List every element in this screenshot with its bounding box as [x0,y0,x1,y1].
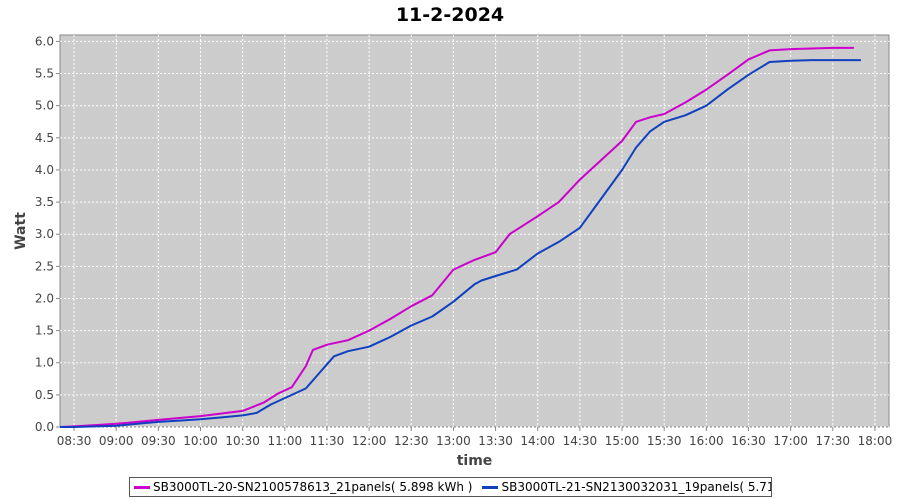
x-tick-label: 11:00 [268,434,303,448]
legend-label-series-2: SB3000TL-21-SN2130032031_19panels( 5.710… [501,480,771,494]
x-tick-label: 17:00 [773,434,808,448]
y-tick-label: 6.0 [35,34,54,48]
y-tick-label: 1.0 [35,356,54,370]
legend-swatch-series-1 [134,485,150,489]
legend-swatch-series-2 [482,485,499,489]
x-tick-label: 17:30 [815,434,850,448]
series-line-2 [60,59,861,428]
x-axis-label: time [457,453,493,469]
legend-item-series-2: SB3000TL-21-SN2130032031_19panels( 5.710… [482,480,771,494]
chart-title: 11-2-2024 [395,4,505,26]
x-tick-label: 16:30 [731,434,766,448]
x-tick-label: 12:30 [394,434,429,448]
y-tick-label: 0.5 [35,388,54,402]
y-tick-label: 2.0 [35,291,54,305]
x-tick-label: 09:00 [99,434,134,448]
y-tick-label: 0.0 [35,420,54,434]
x-tick-label: 15:30 [647,434,682,448]
y-axis: 0.0 0.5 1.0 1.5 2.0 2.5 3.0 3.5 4.0 4.5 5.0 5.5 6.0 [35,34,60,434]
x-tick-label: 10:00 [183,434,218,448]
y-tick-label: 2.5 [35,259,54,273]
x-tick-label: 10:30 [225,434,260,448]
legend: SB3000TL-20-SN2100578613_21panels( 5.898… [129,477,772,497]
y-axis-label: Watt [13,212,29,250]
x-tick-label: 08:30 [57,434,92,448]
legend-item-series-1: SB3000TL-20-SN2100578613_21panels( 5.898… [134,480,472,494]
series-line-1 [59,46,854,428]
y-tick-label: 4.5 [35,131,54,145]
x-tick-label: 11:30 [310,434,345,448]
x-tick-label: 18:00 [858,434,893,448]
x-tick-label: 12:00 [352,434,387,448]
y-tick-label: 1.5 [35,324,54,338]
x-tick-label: 13:00 [436,434,471,448]
y-tick-label: 5.5 [35,67,54,81]
y-tick-label: 5.0 [35,99,54,113]
x-tick-label: 16:00 [689,434,724,448]
legend-label-series-1: SB3000TL-20-SN2100578613_21panels( 5.898… [153,480,473,494]
x-tick-label: 09:30 [141,434,176,448]
plot-area [59,34,890,428]
x-tick-label: 14:30 [563,434,598,448]
x-tick-label: 14:00 [520,434,555,448]
x-tick-label: 13:30 [478,434,513,448]
series-lines [59,46,861,428]
x-axis: 08:30 09:00 09:30 10:00 10:30 11:00 11:30 12:00… [57,427,892,448]
y-tick-label: 3.5 [35,195,54,209]
x-tick-label: 15:00 [605,434,640,448]
y-tick-label: 4.0 [35,163,54,177]
y-tick-label: 3.0 [35,227,54,241]
grid-lines [60,35,889,428]
